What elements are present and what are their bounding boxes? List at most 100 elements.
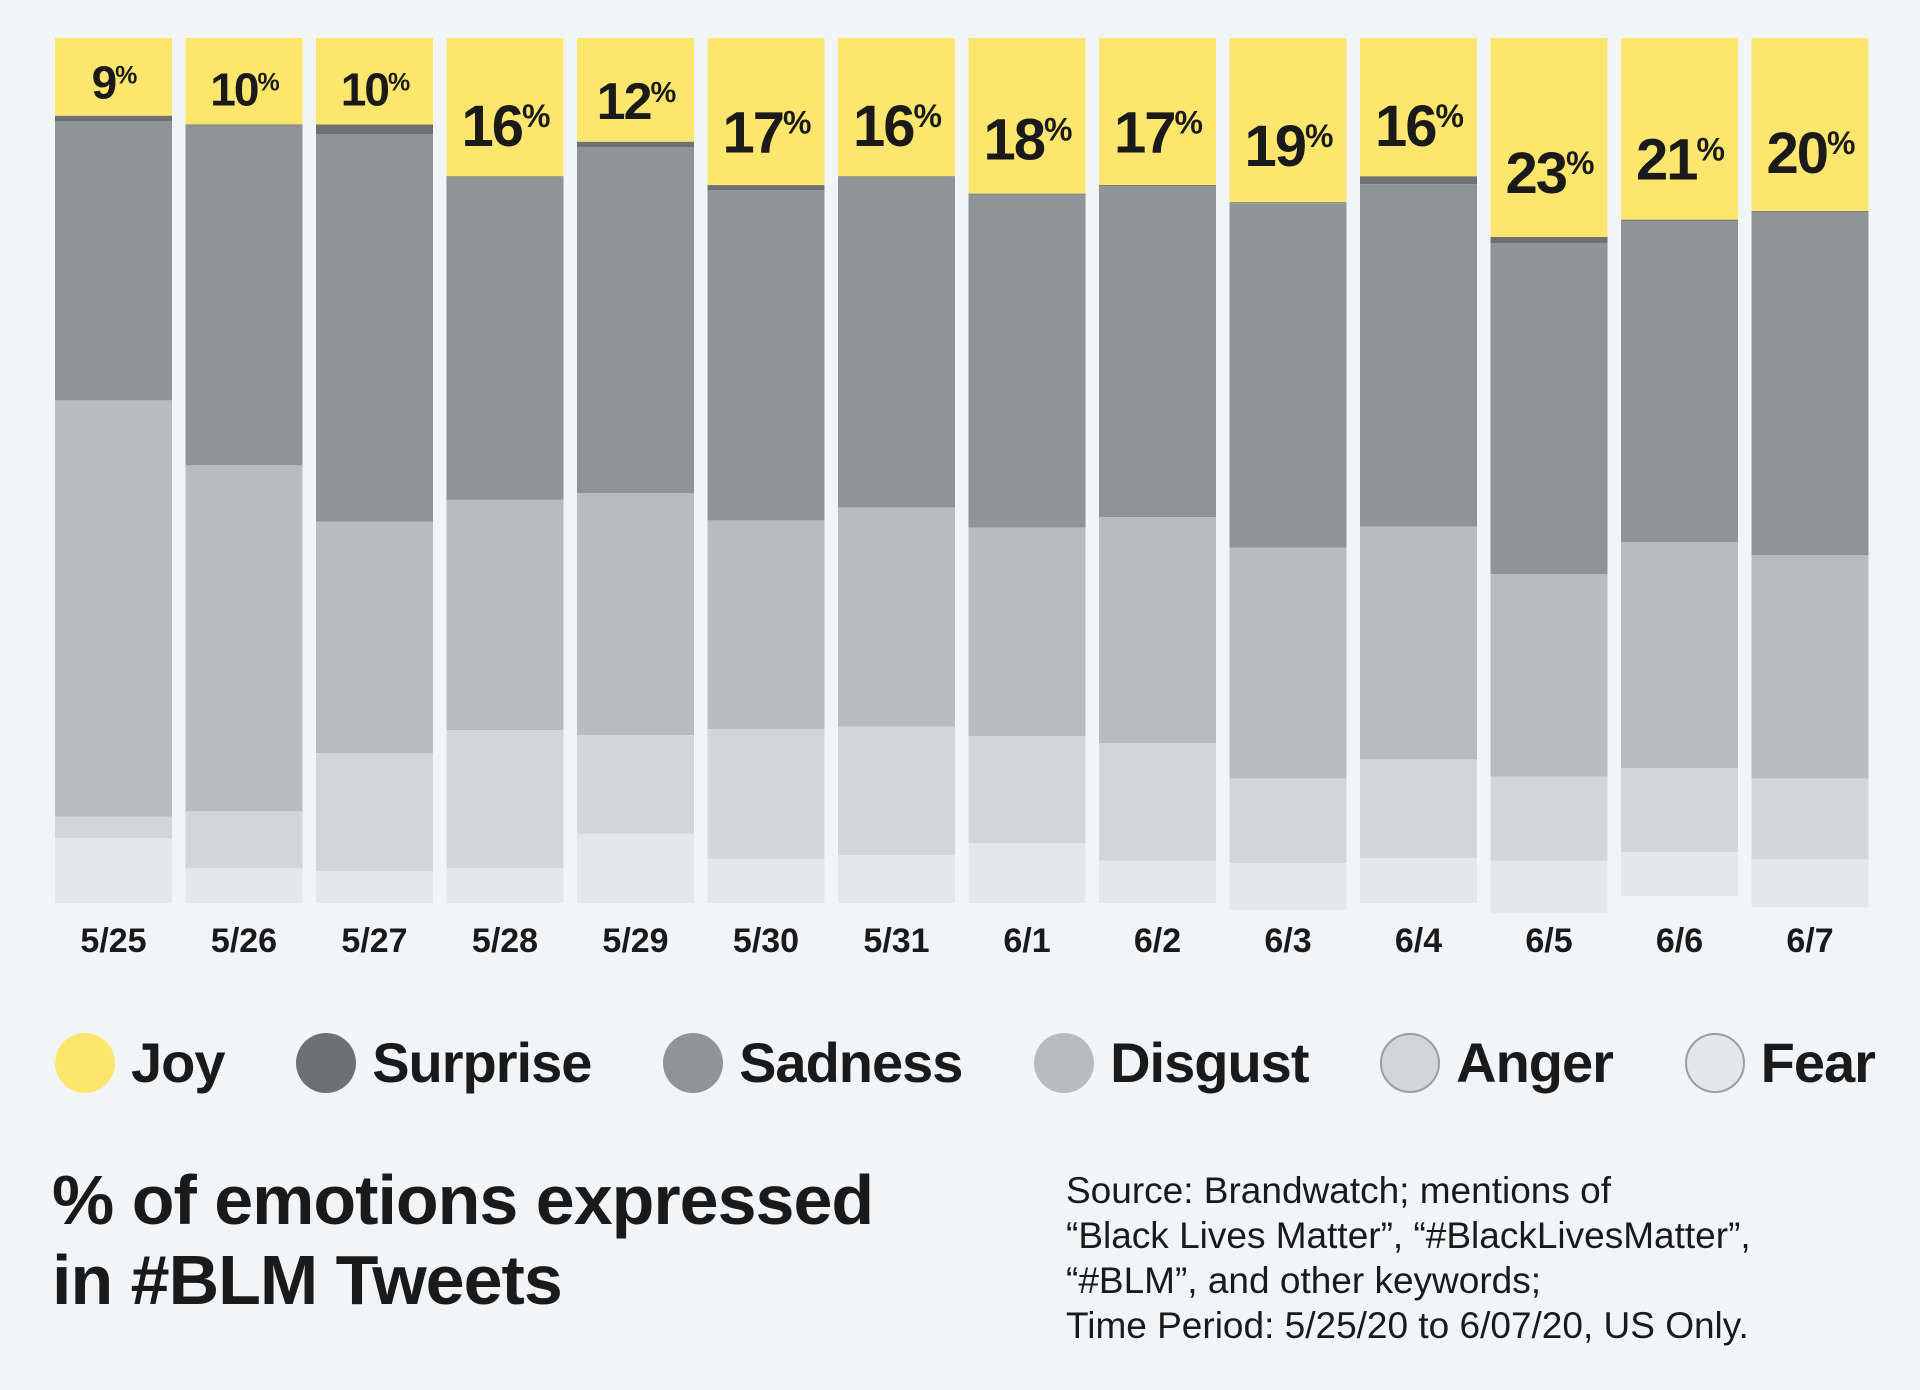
bar-segment-sadness (1751, 211, 1869, 556)
bar-segment-joy (1621, 38, 1738, 220)
bar-segment-joy (55, 38, 172, 116)
legend-item-anger: Anger (1380, 1030, 1614, 1095)
legend-label-disgust: Disgust (1110, 1031, 1309, 1094)
data-label-joy: 21% (1636, 128, 1725, 193)
bar-segment-anger (577, 735, 694, 834)
bar-segment-sadness (55, 121, 172, 401)
x-tick-label: 5/29 (602, 922, 668, 960)
bar-segment-sadness (838, 177, 955, 508)
bar-segment-disgust (1490, 574, 1608, 777)
legend-item-joy: Joy (55, 1030, 225, 1095)
x-tick-label: 6/2 (1134, 922, 1181, 960)
bar-segment-fear (446, 868, 564, 903)
bar-segment-sadness (1229, 203, 1347, 548)
bar-segment-joy (446, 38, 564, 177)
bar-segment-disgust (1621, 542, 1738, 769)
bar-segment-sadness (1099, 185, 1216, 518)
bar-segment-disgust (185, 465, 303, 812)
x-tick-label: 5/27 (341, 922, 407, 960)
bar-segment-fear (707, 858, 825, 903)
bar-segment-joy (577, 38, 694, 142)
bar-segment-anger (446, 730, 564, 869)
legend-label-fear: Fear (1760, 1031, 1876, 1094)
bar-segment-joy (1751, 38, 1869, 211)
bar-segment-surprise (1751, 211, 1869, 212)
bar-segment-anger (1621, 768, 1738, 852)
bar-segment-fear (1099, 860, 1216, 903)
chart-title-line: % of emotions expressed (52, 1161, 874, 1239)
x-tick-label: 5/31 (863, 922, 929, 960)
bar-segment-surprise (1360, 176, 1477, 185)
legend-swatch-joy (55, 1032, 115, 1093)
bar-segment-sadness (316, 134, 433, 522)
x-tick-label: 6/5 (1525, 922, 1572, 960)
bar-segment-disgust (577, 493, 694, 736)
bar-segment-surprise (1621, 219, 1738, 221)
legend-swatch-disgust (1034, 1032, 1095, 1093)
bar-segment-joy (968, 38, 1086, 194)
bar-segment-disgust (838, 507, 955, 727)
x-tick-label: 6/6 (1656, 922, 1703, 960)
bar-segment-anger (1099, 743, 1216, 861)
bar-segment-sadness (1360, 184, 1477, 527)
data-label-joy: 23% (1506, 141, 1595, 206)
bar-segment-surprise (1229, 202, 1347, 204)
bar-segment-sadness (1621, 220, 1738, 543)
x-tick-label: 5/28 (472, 922, 538, 960)
legend-label-joy: Joy (131, 1031, 225, 1094)
legend-swatch-anger (1380, 1032, 1441, 1093)
bar-segment-fear (1229, 863, 1347, 910)
data-label-joy: 17% (1114, 101, 1203, 166)
data-label-joy: 12% (597, 73, 677, 131)
bar-segment-anger (316, 753, 433, 871)
bar-segment-joy (707, 38, 825, 186)
bar-segment-disgust (55, 400, 172, 817)
legend-item-fear: Fear (1684, 1030, 1876, 1095)
bar-segment-joy (1229, 38, 1347, 203)
bar-segment-fear (1621, 852, 1738, 897)
bar-segment-anger (185, 811, 303, 869)
legend-label-anger: Anger (1456, 1031, 1614, 1094)
bar-segment-surprise (446, 176, 564, 178)
bar-segment-fear (1751, 859, 1869, 908)
bar-segment-sadness (1490, 243, 1608, 575)
bar-segment-anger (1229, 778, 1347, 864)
data-label-joy: 16% (853, 94, 942, 159)
bar-segment-disgust (316, 521, 433, 754)
bar-segment-joy (316, 38, 433, 125)
data-label-joy: 16% (1375, 94, 1464, 159)
bar-segment-joy (1099, 38, 1216, 186)
data-label-joy: 10% (210, 64, 279, 116)
bar-segment-disgust (968, 527, 1086, 737)
legend-swatch-fear (1684, 1032, 1745, 1093)
bar-segment-fear (577, 833, 694, 903)
data-label-joy: 19% (1245, 114, 1334, 179)
bar-segment-surprise (55, 115, 172, 121)
bar-segment-joy (185, 38, 303, 125)
bar-segment-anger (55, 816, 172, 839)
x-tick-label: 6/3 (1264, 922, 1311, 960)
bar-segment-fear (968, 843, 1086, 903)
bar-segment-surprise (1490, 237, 1608, 244)
bar-segment-sadness (968, 194, 1086, 528)
bar-segment-joy (838, 38, 955, 177)
bar-segment-surprise (968, 193, 1086, 195)
source-note: Source: Brandwatch; mentions of “Black L… (1066, 1168, 1906, 1348)
source-line: Time Period: 5/25/20 to 6/07/20, US Only… (1066, 1305, 1749, 1346)
chart-title-line: in #BLM Tweets (52, 1241, 563, 1319)
chart-title: % of emotions expressed in #BLM Tweets (52, 1160, 952, 1320)
bar-segment-anger (1360, 759, 1477, 858)
x-tick-label: 5/25 (80, 922, 146, 960)
bar-segment-disgust (1751, 555, 1869, 779)
source-line: Source: Brandwatch; mentions of (1066, 1170, 1612, 1211)
legend-label-surprise: Surprise (372, 1031, 592, 1094)
data-label-joy: 17% (723, 101, 812, 166)
bar-segment-surprise (316, 124, 433, 134)
data-label-joy: 10% (341, 64, 410, 116)
data-label-joy: 16% (462, 94, 551, 159)
bar-segment-fear (185, 868, 303, 903)
bar-segment-surprise (577, 141, 694, 147)
source-line: “Black Lives Matter”, “#BlackLivesMatter… (1066, 1215, 1751, 1256)
bar-segment-disgust (707, 520, 825, 730)
bar-segment-fear (1360, 858, 1477, 903)
